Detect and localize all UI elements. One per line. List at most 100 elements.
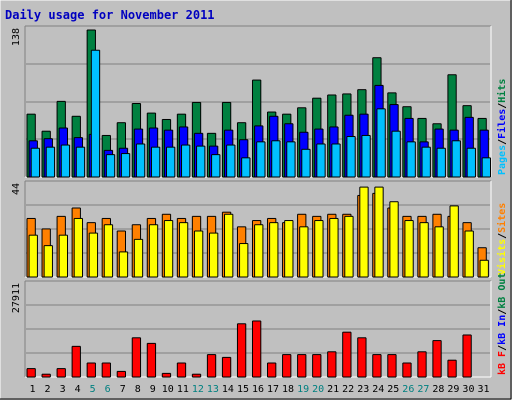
- series-visits: [28, 186, 489, 278]
- bar: [465, 231, 474, 277]
- legend-entry: Files: [496, 109, 508, 139]
- legend: kB F/kB In/kB Out: [497, 273, 508, 375]
- legend-separator: /: [497, 139, 508, 145]
- y-max-label: 44: [11, 183, 22, 195]
- bar: [61, 145, 70, 177]
- bar: [344, 216, 354, 277]
- bar: [282, 354, 291, 377]
- bar: [177, 362, 186, 377]
- legend-entry: Visits: [496, 239, 508, 275]
- bar: [119, 251, 128, 277]
- legend-entry: kB In: [497, 315, 508, 345]
- bar: [452, 140, 461, 177]
- chart-title: Daily usage for November 2011: [5, 8, 215, 22]
- bar: [376, 108, 386, 177]
- x-tick-label: 25: [387, 384, 399, 395]
- bar: [239, 243, 248, 277]
- bar: [72, 346, 81, 377]
- bar: [462, 334, 472, 377]
- x-tick-label: 21: [327, 384, 339, 395]
- legend-separator: /: [497, 233, 508, 239]
- legend-separator: /: [497, 309, 508, 315]
- bar: [57, 368, 66, 377]
- x-tick-label: 12: [192, 384, 204, 395]
- bar: [327, 351, 336, 377]
- bar: [74, 218, 83, 277]
- panel-visits-sites: 44 Visits/Sites: [11, 180, 508, 278]
- bar: [27, 368, 36, 377]
- x-tick-label: 22: [342, 384, 354, 395]
- x-tick-label: 3: [60, 384, 66, 395]
- bar: [222, 357, 231, 377]
- bar: [301, 149, 311, 177]
- bar: [432, 340, 442, 377]
- bar: [117, 371, 126, 377]
- x-tick-label: 16: [252, 384, 264, 395]
- legend-separator: /: [497, 345, 508, 351]
- bar: [207, 354, 216, 377]
- bar: [286, 141, 296, 177]
- bar: [226, 145, 235, 177]
- bar: [121, 153, 130, 177]
- bar: [331, 143, 341, 177]
- bar: [269, 222, 278, 277]
- bar: [312, 354, 321, 377]
- bar: [284, 220, 293, 277]
- bar: [237, 323, 246, 377]
- x-tick-label: 29: [447, 384, 459, 395]
- x-tick-label: 19: [297, 384, 309, 395]
- bar: [196, 146, 205, 177]
- x-tick-label: 4: [75, 384, 81, 395]
- bar: [256, 141, 266, 177]
- bar: [374, 187, 384, 277]
- x-tick-label: 9: [150, 384, 156, 395]
- bar: [372, 354, 382, 377]
- x-tick-label: 28: [432, 384, 444, 395]
- legend: Pages/Files/Hits: [496, 79, 508, 175]
- bar: [151, 147, 160, 177]
- bar: [44, 245, 53, 277]
- panel-kbf-kbin-kbout: 27911 kB F/kB In/kB Out: [11, 273, 508, 378]
- x-tick-label: 18: [282, 384, 294, 395]
- x-tick-label: 13: [207, 384, 219, 395]
- bar: [361, 135, 371, 177]
- x-tick-label: 10: [162, 384, 174, 395]
- legend-entry: Pages: [497, 145, 508, 175]
- bar: [419, 222, 429, 277]
- bar: [346, 136, 356, 177]
- bar: [132, 337, 141, 377]
- bar: [147, 343, 156, 377]
- x-tick-label: 26: [402, 384, 414, 395]
- bar: [89, 233, 98, 277]
- bar: [450, 205, 459, 277]
- bar: [134, 239, 143, 277]
- y-max-label: 138: [11, 28, 22, 46]
- bar: [241, 157, 250, 177]
- bar: [267, 362, 276, 377]
- bar: [387, 354, 397, 377]
- bar: [181, 145, 190, 177]
- bar: [254, 224, 263, 277]
- legend-entry: Sites: [496, 203, 508, 233]
- bar: [299, 226, 309, 277]
- x-tick-label: 11: [177, 384, 189, 395]
- x-tick-label: 5: [90, 384, 96, 395]
- bar: [404, 220, 414, 277]
- bar: [357, 337, 367, 377]
- bar: [29, 235, 38, 277]
- bar: [91, 50, 100, 177]
- bar: [482, 157, 491, 177]
- y-max-label: 27911: [11, 283, 22, 313]
- chart-panels: 138Pages/Files/Hits44Visits/Sites27911kB…: [11, 25, 508, 378]
- panel-hits-files-pages: 138 Pages/Files/Hits: [11, 25, 508, 178]
- bar: [104, 224, 113, 277]
- series-pages: [30, 49, 491, 178]
- bar: [467, 148, 476, 177]
- x-tick-label: 17: [267, 384, 279, 395]
- bar: [316, 143, 326, 177]
- x-tick-label: 23: [357, 384, 369, 395]
- bar: [391, 131, 401, 177]
- bar: [192, 374, 201, 377]
- bar: [402, 362, 412, 377]
- x-tick-label: 24: [372, 384, 384, 395]
